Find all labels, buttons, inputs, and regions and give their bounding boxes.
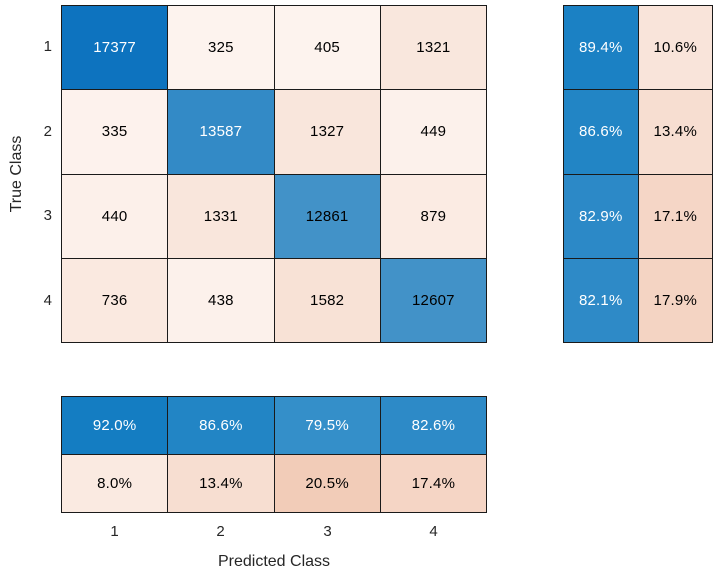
column-summary-cell: 79.5% — [274, 397, 380, 454]
y-tick-4: 4 — [43, 292, 52, 309]
matrix-cell: 1321 — [380, 6, 486, 90]
matrix-cell: 440 — [62, 174, 168, 258]
row-summary-cell: 17.9% — [638, 258, 712, 342]
matrix-cell: 879 — [380, 174, 486, 258]
x-tick-1: 1 — [110, 523, 119, 540]
matrix-cell: 335 — [62, 90, 168, 174]
matrix-cell: 17377 — [62, 6, 168, 90]
column-summary-grid: 92.0% 86.6% 79.5% 82.6% 8.0% 13.4% 20.5% 17.4% — [61, 396, 487, 513]
matrix-cell: 405 — [274, 6, 380, 90]
column-summary-cell: 17.4% — [380, 455, 486, 512]
x-tick-3: 3 — [323, 523, 332, 540]
column-summary-cell: 20.5% — [274, 455, 380, 512]
row-summary-cell: 13.4% — [638, 90, 712, 174]
column-summary-cell: 92.0% — [62, 397, 168, 454]
matrix-cell: 12861 — [274, 174, 380, 258]
matrix-cell: 13587 — [168, 90, 274, 174]
matrix-cell: 325 — [168, 6, 274, 90]
matrix-cell: 1327 — [274, 90, 380, 174]
y-tick-1: 1 — [43, 38, 52, 55]
x-tick-2: 2 — [216, 523, 225, 540]
row-summary-cell: 17.1% — [638, 174, 712, 258]
row-summary-cell: 89.4% — [564, 6, 638, 90]
matrix-cell: 1582 — [274, 258, 380, 342]
column-summary-cell: 82.6% — [380, 397, 486, 454]
column-summary-cell: 8.0% — [62, 455, 168, 512]
row-summary-cell: 82.1% — [564, 258, 638, 342]
row-summary-cell: 82.9% — [564, 174, 638, 258]
confusion-matrix-grid: 17377 325 405 1321 335 13587 1327 449 440 1331 128… — [61, 5, 487, 343]
matrix-cell: 438 — [168, 258, 274, 342]
matrix-cell: 449 — [380, 90, 486, 174]
x-axis-label: Predicted Class — [217, 553, 331, 570]
matrix-cell: 736 — [62, 258, 168, 342]
row-summary-grid: 89.4% 10.6% 86.6% 13.4% 82.9% 17.1% 82.1% 17.9% — [563, 5, 713, 343]
y-axis-label: True Class — [8, 135, 25, 213]
matrix-cell: 1331 — [168, 174, 274, 258]
column-summary-cell: 13.4% — [168, 455, 274, 512]
y-tick-3: 3 — [43, 207, 52, 224]
y-tick-2: 2 — [43, 123, 52, 140]
row-summary-cell: 10.6% — [638, 6, 712, 90]
matrix-cell: 12607 — [380, 258, 486, 342]
x-tick-4: 4 — [429, 523, 438, 540]
column-summary-cell: 86.6% — [168, 397, 274, 454]
row-summary-cell: 86.6% — [564, 90, 638, 174]
